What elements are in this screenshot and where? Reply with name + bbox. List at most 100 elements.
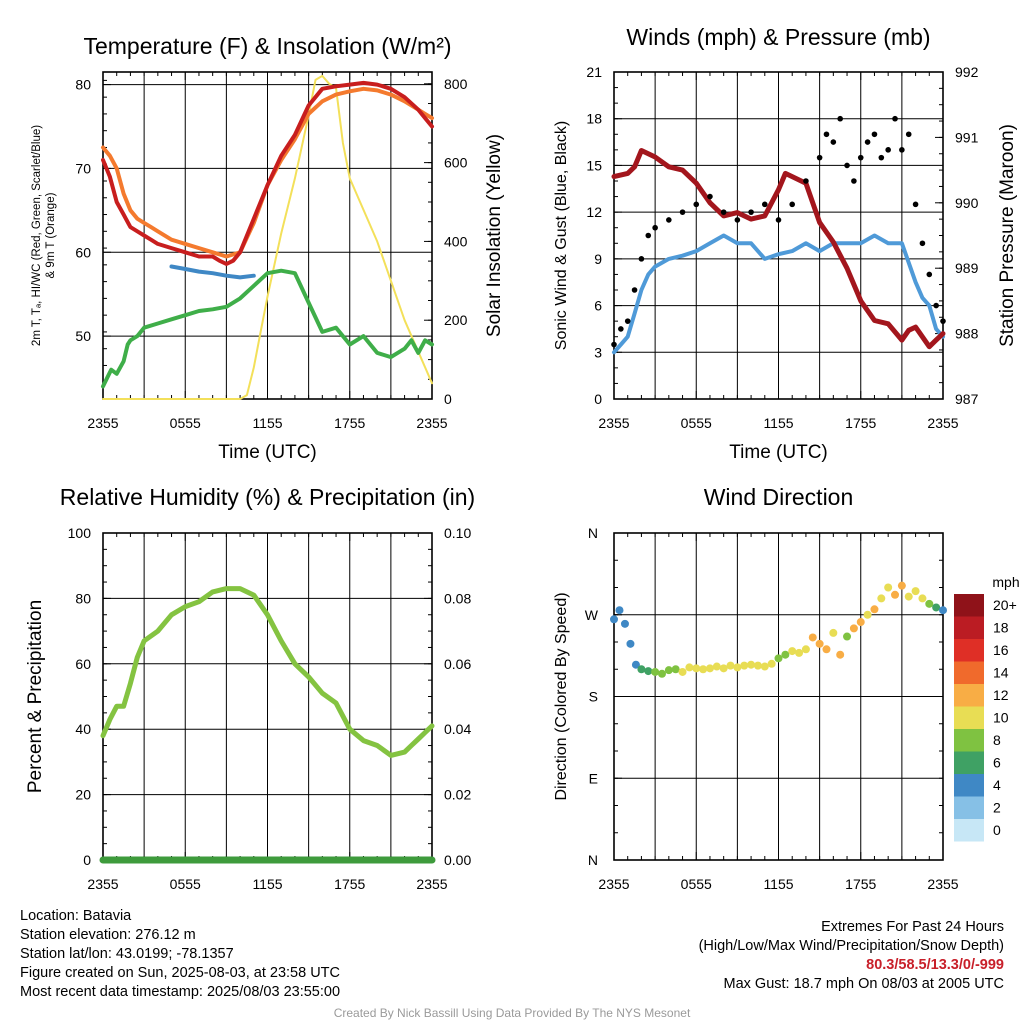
- wind-series-sonic: [612, 233, 945, 355]
- rh-title: Relative Humidity (%) & Precipitation (i…: [60, 484, 475, 510]
- rh-xtick-label: 2355: [416, 876, 447, 892]
- dir-legend-swatch: [954, 684, 984, 707]
- wind-gust-point: [871, 131, 878, 138]
- wind-y2tick-label: 992: [955, 64, 979, 80]
- dir-ytick-label: S: [589, 689, 598, 705]
- credit-text: Created By Nick Bassill Using Data Provi…: [333, 1006, 691, 1020]
- dir-point: [637, 665, 646, 674]
- wind-gust-point: [830, 139, 837, 145]
- dir-point: [877, 594, 886, 603]
- dir-ytick-label: N: [588, 525, 598, 541]
- dir-point: [699, 665, 708, 674]
- temp-title: Temperature (F) & Insolation (W/m²): [83, 33, 451, 59]
- dir-point: [631, 660, 640, 669]
- dir-point: [726, 661, 735, 670]
- rh-y2tick-label: 0.06: [444, 656, 471, 672]
- extremes-info: Extremes For Past 24 Hours (High/Low/Max…: [699, 918, 1004, 994]
- wind-ytick-label: 3: [594, 344, 602, 360]
- dir-point: [849, 624, 858, 633]
- rh-ytick-label: 80: [75, 590, 91, 606]
- dir-point: [733, 663, 742, 672]
- wind-gust-point: [899, 147, 905, 153]
- dir-legend-swatch: [954, 796, 984, 819]
- wind-gust-point: [624, 318, 631, 324]
- wind-gust-point: [720, 209, 727, 215]
- wind-gust-point: [748, 209, 754, 215]
- created-text: Figure created on Sun, 2025-08-03, at 23…: [20, 965, 340, 981]
- temp-xtick-label: 2355: [87, 415, 118, 431]
- wind-title: Winds (mph) & Pressure (mb): [626, 24, 930, 50]
- wind-gust-point: [707, 193, 713, 200]
- dir-legend-label: 0: [993, 822, 1001, 838]
- dir-point: [897, 581, 906, 590]
- dir-ytick-label: E: [589, 770, 598, 786]
- temp-series-hi-wc: [169, 264, 256, 280]
- temp-ytick-label: 60: [75, 244, 91, 260]
- wind-gust-point: [837, 115, 843, 122]
- dir-point: [884, 583, 893, 592]
- wind-gust-point: [693, 201, 700, 208]
- dir-legend-swatch: [954, 751, 984, 774]
- dir-legend-label: 8: [993, 732, 1001, 748]
- wind-gust-point: [912, 201, 919, 208]
- extremes-labels: (High/Low/Max Wind/Precipitation/Snow De…: [698, 938, 1004, 954]
- rh-ytick-label: 0: [83, 852, 91, 868]
- recent-data-text: Most recent data timestamp: 2025/08/03 2…: [20, 984, 341, 1000]
- temp-series-td: [101, 268, 434, 389]
- wind-gust-point: [823, 131, 830, 138]
- wind-xtick-label: 1155: [763, 415, 793, 431]
- rh-xtick-label: 1155: [252, 876, 282, 892]
- dir-point: [781, 650, 790, 659]
- dir-point: [740, 661, 749, 670]
- wind-ytick-label: 9: [594, 251, 602, 267]
- wind-y2tick-label: 990: [955, 195, 979, 211]
- temp-ylabel-left-2: & 9m T (Orange): [45, 192, 57, 278]
- dir-point: [719, 664, 728, 673]
- temp-xlabel: Time (UTC): [218, 442, 317, 463]
- dir-point: [911, 587, 920, 596]
- dir-point: [753, 661, 762, 670]
- wind-gust-point: [803, 178, 809, 184]
- dir-point: [685, 663, 694, 672]
- dir-point: [891, 590, 900, 599]
- temp-xtick-label: 1755: [334, 415, 365, 431]
- wind-gust-point: [618, 326, 624, 332]
- wind-gust-point: [652, 224, 658, 231]
- dir-point: [808, 633, 817, 642]
- dir-point: [870, 605, 879, 614]
- dir-point: [767, 659, 776, 668]
- wind-ytick-label: 18: [586, 111, 602, 127]
- dir-point: [904, 592, 913, 601]
- location-text: Location: Batavia: [20, 908, 132, 924]
- dir-legend-label: 4: [993, 777, 1001, 793]
- dir-point: [925, 599, 934, 608]
- wind-xtick-label: 2355: [598, 415, 629, 431]
- wind-gust-point: [933, 302, 939, 309]
- dir-point: [626, 639, 635, 648]
- wind-gust-point: [851, 178, 857, 184]
- dir-legend-swatch: [954, 706, 984, 729]
- wind-gust-point: [645, 232, 652, 239]
- max-gust-text: Max Gust: 18.7 mph On 08/03 at 2005 UTC: [723, 976, 1004, 992]
- extremes-values: 80.3/58.5/13.3/0/-999: [866, 957, 1004, 973]
- temp-y2tick-label: 600: [444, 155, 468, 171]
- wind-series-pressure: [611, 148, 946, 350]
- dir-legend-swatch: [954, 774, 984, 797]
- wind-gust-point: [666, 217, 672, 223]
- dir-point: [801, 645, 810, 654]
- dir-point: [620, 619, 629, 628]
- dir-point: [747, 660, 756, 669]
- wind-xtick-label: 2355: [927, 415, 958, 431]
- dir-legend-label: 20+: [993, 597, 1017, 613]
- wind-gust-point: [857, 154, 864, 161]
- temp-ytick-label: 50: [75, 328, 91, 344]
- wind-gust-point: [679, 209, 686, 215]
- dir-point: [836, 650, 845, 659]
- wind-gust-point: [611, 341, 617, 348]
- wind-gust-point: [878, 154, 885, 161]
- dir-legend-label: 2: [993, 800, 1001, 816]
- elevation-text: Station elevation: 276.12 m: [20, 927, 196, 943]
- rh-xtick-label: 2355: [87, 876, 118, 892]
- dir-ytick-label: W: [585, 607, 599, 623]
- wind-ytick-label: 0: [594, 391, 602, 407]
